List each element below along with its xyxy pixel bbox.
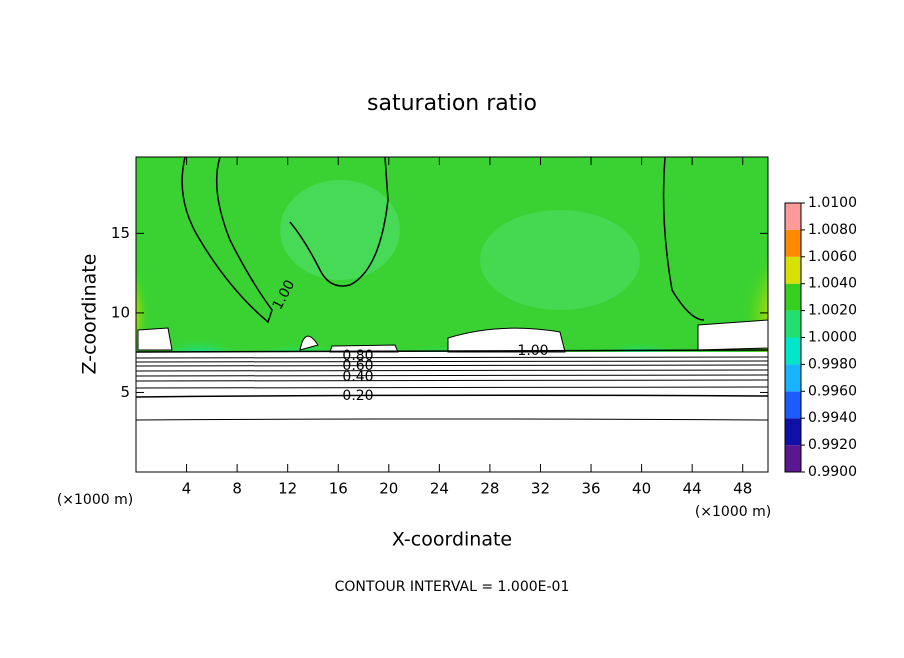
colorbar-tick-label: 1.0040 [808, 276, 857, 292]
colorbar-band [785, 256, 801, 284]
x-tick-label: 28 [480, 480, 499, 498]
colorbar-band [785, 310, 801, 338]
colorbar-tick-label: 1.0000 [808, 330, 857, 346]
contour-label: 0.80 [342, 348, 373, 364]
field [136, 157, 768, 472]
y-tick-label: 5 [120, 383, 130, 401]
x-tick-label: 20 [379, 480, 398, 498]
colorbar-tick-label: 1.0080 [808, 222, 857, 238]
contour-label: 0.60 [342, 358, 373, 374]
x-tick-label: 4 [182, 480, 192, 498]
x-unit-label: (×1000 m) [695, 504, 771, 520]
x-tick-label: 40 [632, 480, 651, 498]
x-tick-label: 8 [232, 480, 242, 498]
x-tick-label: 16 [329, 480, 348, 498]
colorbar-tick-label: 1.0020 [808, 303, 857, 319]
y-tick-label: 10 [111, 303, 130, 321]
x-tick-label: 48 [733, 480, 752, 498]
contour-label: 1.00 [517, 343, 548, 359]
contour-label: 0.20 [342, 388, 373, 404]
colorbar-tick-label: 0.9900 [808, 464, 857, 480]
x-tick-label: 32 [531, 480, 550, 498]
colorbar-tick-label: 0.9940 [808, 410, 857, 426]
colorbar-band [785, 418, 801, 446]
y-unit-label: (×1000 m) [57, 492, 133, 508]
colorbar-tick-label: 0.9920 [808, 437, 857, 453]
colorbar-tick-label: 1.0100 [808, 195, 857, 211]
colorbar-band [785, 445, 801, 472]
x-tick-label: 24 [430, 480, 449, 498]
x-tick-label: 12 [278, 480, 297, 498]
x-tick-label: 44 [683, 480, 702, 498]
colorbar-band [785, 337, 801, 365]
colorbar-band [785, 229, 801, 257]
x-tick-label: 36 [581, 480, 600, 498]
colorbar-band [785, 364, 801, 392]
y-axis-label: Z-coordinate [79, 254, 101, 375]
contour-label: 0.40 [342, 369, 373, 385]
x-axis-label: X-coordinate [392, 529, 512, 551]
colorbar-tick-label: 0.9960 [808, 383, 857, 399]
y-tick-label: 15 [111, 224, 130, 242]
chart-title: saturation ratio [367, 91, 537, 116]
colorbar-band [785, 391, 801, 419]
footer-note: CONTOUR INTERVAL = 1.000E-01 [335, 579, 570, 595]
colorbar-tick-label: 0.9980 [808, 356, 857, 372]
colorbar-frame [784, 202, 802, 473]
colorbar-band [785, 283, 801, 311]
colorbar-band [785, 203, 801, 230]
plot-frame [135, 156, 769, 473]
colorbar-tick-label: 1.0060 [808, 249, 857, 265]
